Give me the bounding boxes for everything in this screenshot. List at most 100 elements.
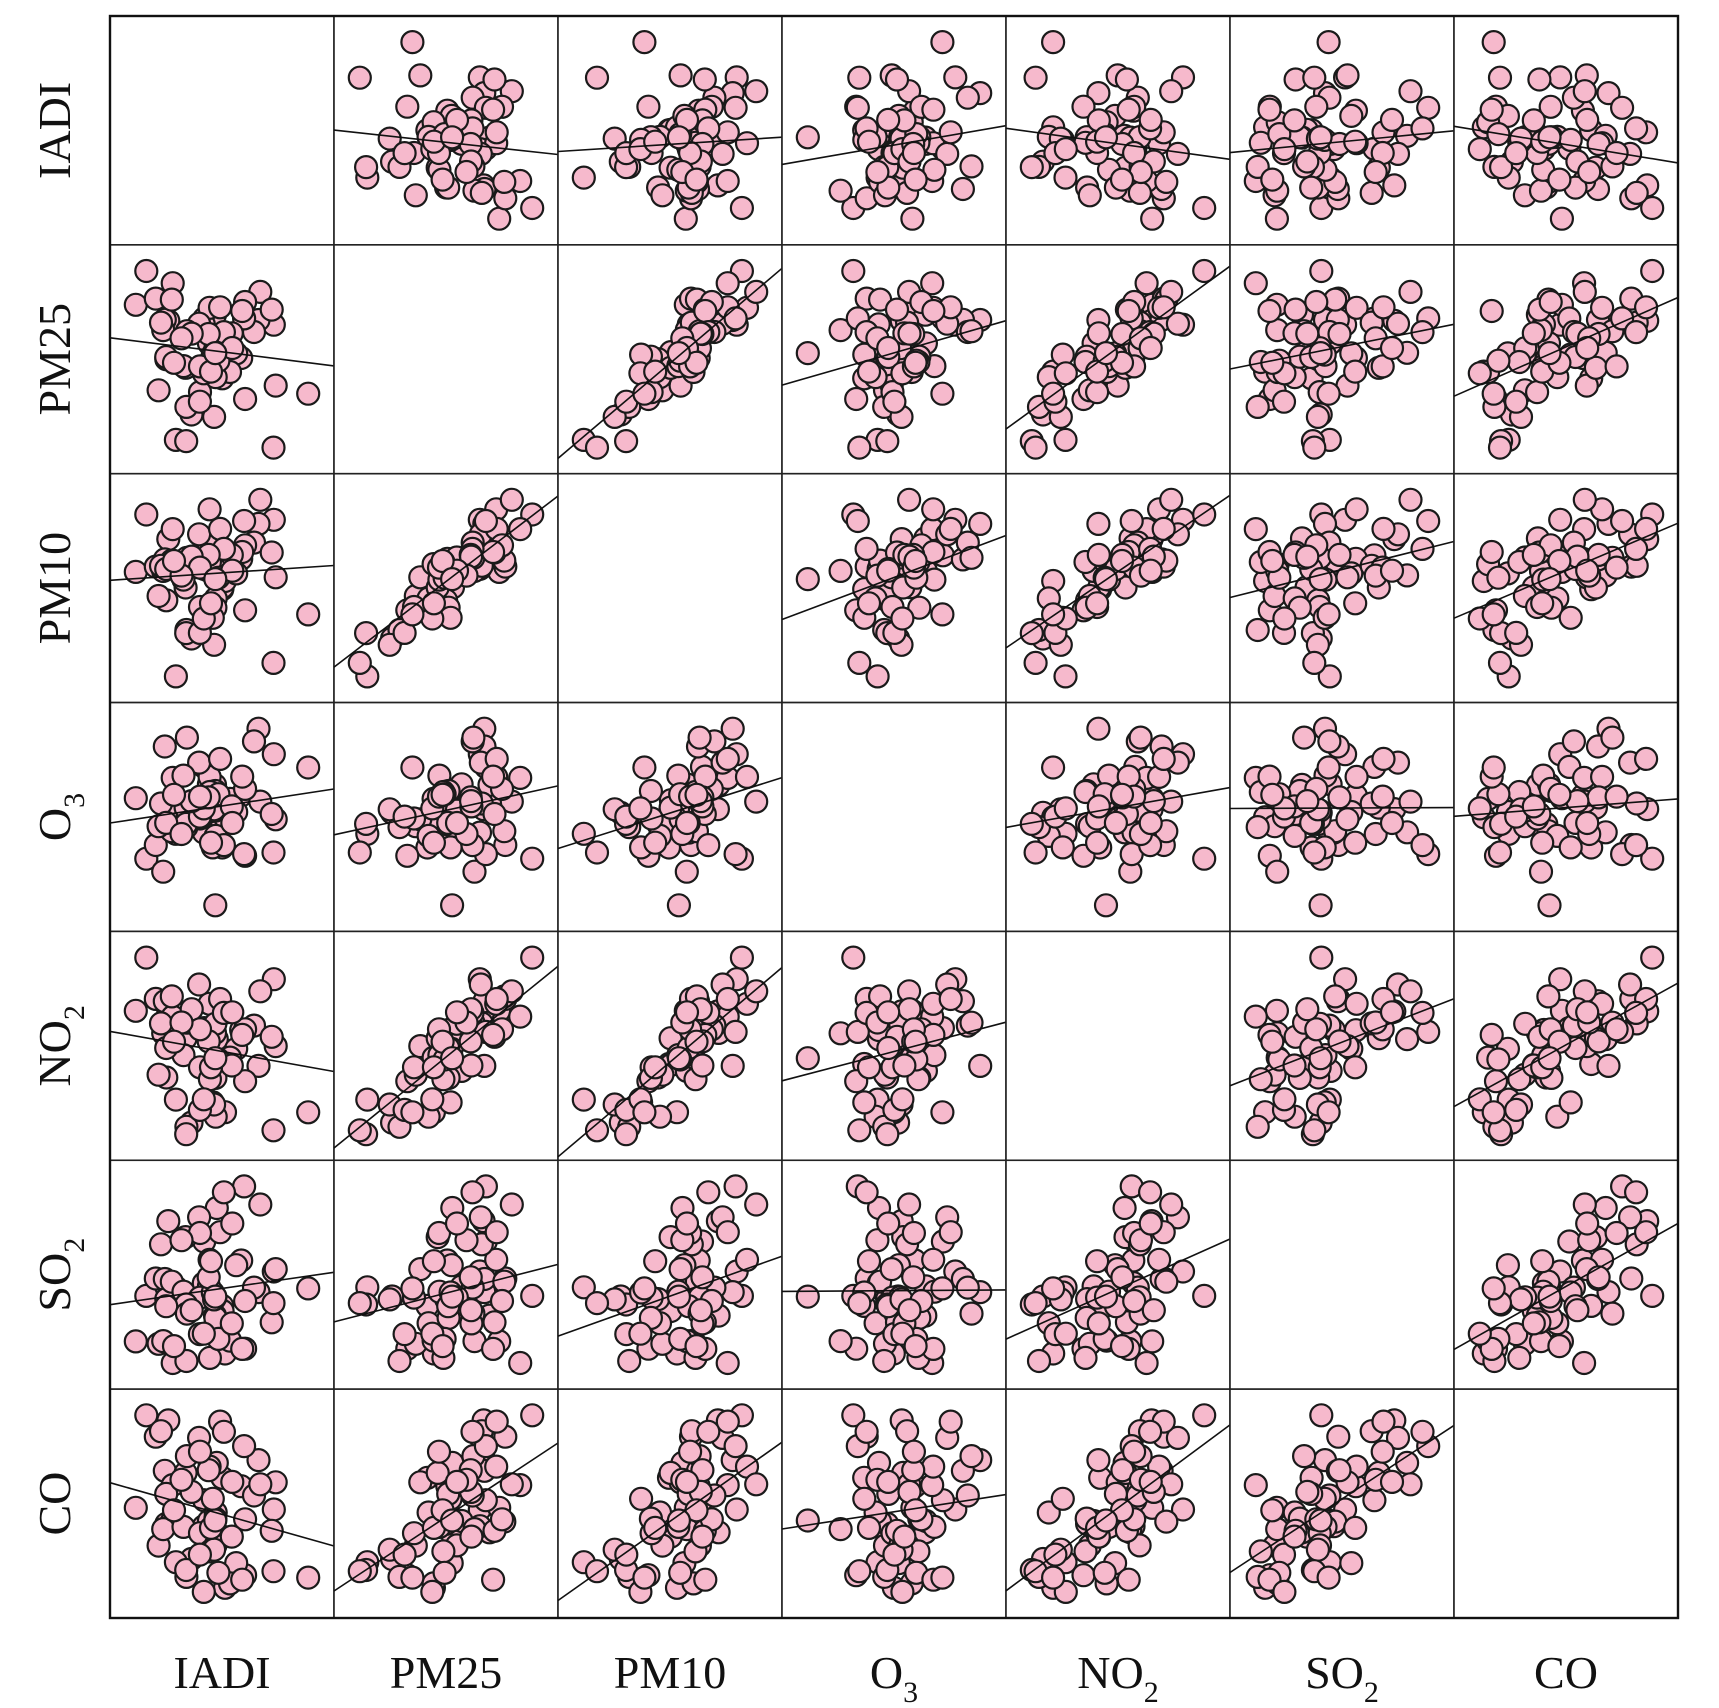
data-point bbox=[1302, 650, 1327, 676]
panel-grid bbox=[109, 15, 1679, 1619]
data-point bbox=[248, 487, 273, 512]
data-point bbox=[134, 1403, 159, 1428]
data-point bbox=[200, 1486, 225, 1511]
data-point bbox=[1138, 810, 1163, 836]
data-point bbox=[1640, 195, 1665, 221]
data-point bbox=[508, 765, 533, 791]
data-point bbox=[795, 341, 820, 366]
data-point bbox=[795, 1284, 820, 1309]
panel-IADI-vs-O3 bbox=[781, 15, 1007, 246]
data-point bbox=[148, 310, 174, 335]
data-point bbox=[696, 1180, 721, 1205]
data-point bbox=[211, 1419, 236, 1444]
data-point bbox=[1116, 1567, 1141, 1592]
data-point bbox=[921, 97, 946, 122]
data-point bbox=[146, 1062, 171, 1087]
panel-frame bbox=[781, 701, 1007, 933]
regression-line bbox=[1453, 798, 1679, 818]
data-point bbox=[261, 742, 286, 767]
data-point bbox=[1086, 1447, 1111, 1473]
data-point bbox=[430, 782, 455, 807]
data-point bbox=[882, 1542, 907, 1567]
data-point bbox=[1530, 591, 1555, 616]
data-point bbox=[1316, 755, 1341, 780]
data-point bbox=[1488, 155, 1514, 180]
data-point bbox=[1527, 67, 1552, 92]
data-point bbox=[220, 810, 245, 836]
data-point bbox=[890, 1579, 915, 1605]
data-point bbox=[1138, 1211, 1163, 1236]
data-point bbox=[354, 155, 379, 180]
data-point bbox=[347, 840, 372, 865]
data-point bbox=[1092, 1560, 1117, 1585]
data-point bbox=[1521, 108, 1546, 133]
data-point bbox=[1170, 1497, 1196, 1522]
data-point bbox=[1264, 206, 1290, 231]
data-point bbox=[401, 1055, 427, 1080]
data-point bbox=[1295, 544, 1320, 569]
data-point bbox=[1257, 298, 1282, 324]
data-point bbox=[584, 840, 610, 865]
regression-line bbox=[781, 124, 1007, 166]
data-point bbox=[847, 1559, 872, 1584]
data-point bbox=[894, 1419, 920, 1444]
panel-PM25-vs-NO2 bbox=[1005, 244, 1231, 475]
data-point bbox=[1548, 507, 1573, 532]
data-point bbox=[882, 389, 907, 414]
data-point bbox=[628, 1321, 653, 1346]
data-point bbox=[1271, 389, 1297, 414]
data-point bbox=[1398, 789, 1423, 814]
data-point bbox=[938, 516, 963, 542]
data-point bbox=[1398, 487, 1423, 512]
data-point bbox=[1159, 79, 1184, 104]
data-point bbox=[261, 650, 286, 676]
data-point bbox=[1116, 298, 1141, 324]
data-point bbox=[259, 297, 284, 322]
column-label-PM25: PM25 bbox=[390, 1647, 502, 1698]
data-point bbox=[246, 1447, 271, 1473]
data-point bbox=[856, 129, 882, 154]
data-point bbox=[1053, 664, 1078, 689]
data-point bbox=[261, 840, 286, 865]
panel-NO2-vs-CO bbox=[1453, 930, 1679, 1162]
data-point bbox=[1504, 620, 1529, 646]
data-point bbox=[203, 1284, 228, 1309]
data-point bbox=[1121, 1439, 1147, 1464]
data-point bbox=[632, 1100, 657, 1125]
data-point bbox=[430, 167, 455, 192]
data-point bbox=[444, 810, 470, 836]
data-point bbox=[715, 168, 740, 194]
data-point bbox=[460, 1180, 485, 1205]
data-point bbox=[1507, 1345, 1532, 1371]
data-point bbox=[263, 373, 288, 398]
data-point bbox=[900, 206, 925, 231]
data-point bbox=[520, 1283, 545, 1309]
data-point bbox=[1316, 29, 1341, 55]
data-point bbox=[1528, 859, 1554, 884]
panel-CO-vs-PM25 bbox=[333, 1388, 559, 1619]
regression-line bbox=[1005, 265, 1231, 430]
data-point bbox=[1159, 487, 1184, 512]
data-point bbox=[203, 566, 228, 592]
panel-NO2-vs-PM25 bbox=[333, 930, 559, 1162]
data-point bbox=[744, 79, 769, 104]
data-point bbox=[146, 583, 171, 609]
data-point bbox=[856, 1249, 882, 1274]
regression-line bbox=[557, 776, 783, 850]
data-point bbox=[1302, 435, 1327, 460]
row-label-O3: O3 bbox=[29, 793, 91, 841]
data-point bbox=[1050, 835, 1075, 860]
data-point bbox=[1137, 1180, 1163, 1205]
data-point bbox=[1084, 591, 1110, 616]
data-point bbox=[1165, 311, 1191, 336]
data-point bbox=[901, 1220, 927, 1246]
regression-line bbox=[109, 1030, 335, 1073]
data-point bbox=[444, 1000, 470, 1025]
data-point bbox=[198, 1249, 224, 1274]
data-point bbox=[720, 716, 745, 741]
data-point bbox=[643, 359, 668, 384]
data-point bbox=[1295, 997, 1320, 1022]
data-point bbox=[1521, 1311, 1546, 1336]
regression-line bbox=[1005, 786, 1231, 829]
panel-O3-vs-NO2 bbox=[1005, 701, 1231, 933]
